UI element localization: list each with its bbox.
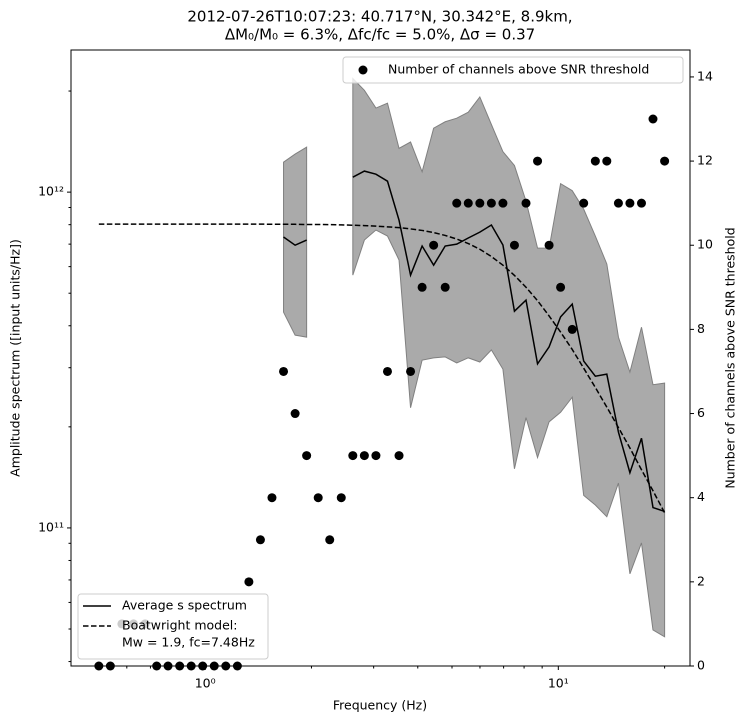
- snr-point: [267, 493, 277, 503]
- snr-point: [567, 324, 577, 334]
- legend-label: Average s spectrum: [122, 598, 247, 613]
- legend: [342, 56, 684, 84]
- plot-frame: [70, 49, 691, 667]
- snr-point: [498, 198, 508, 208]
- spectrum-line: [98, 223, 666, 514]
- snr-point: [429, 240, 439, 250]
- snr-point: [371, 451, 381, 461]
- x-tick-label: 10⁰: [195, 676, 216, 691]
- snr-point: [533, 156, 543, 166]
- y2-tick-label: 6: [697, 405, 705, 420]
- y-tick-label: 10¹¹: [38, 519, 64, 534]
- snr-point: [475, 198, 485, 208]
- snr-point: [556, 282, 566, 292]
- snr-point: [648, 114, 658, 124]
- spectrum-line: [283, 170, 665, 513]
- snr-point: [486, 198, 496, 208]
- snr-point: [394, 451, 404, 461]
- snr-point: [625, 198, 635, 208]
- snr-point: [382, 366, 392, 376]
- y-axis-label: Amplitude spectrum ([input units/Hz]): [8, 239, 23, 477]
- snr-point: [279, 366, 289, 376]
- x-tick-label: 10¹: [548, 676, 569, 691]
- spread-band: [352, 77, 666, 638]
- snr-point: [613, 198, 623, 208]
- snr-point: [336, 493, 346, 503]
- snr-point: [255, 535, 265, 545]
- chart-title: 2012-07-26T10:07:23: 40.717°N, 30.342°E,…: [187, 8, 572, 26]
- snr-point: [359, 451, 369, 461]
- x-axis-label: Frequency (Hz): [333, 698, 427, 713]
- legend-label: Boatwright model:: [122, 618, 238, 633]
- y-tick-label: 10¹²: [38, 184, 64, 199]
- y2-tick-label: 0: [697, 658, 705, 673]
- snr-point: [636, 198, 646, 208]
- y2-tick-label: 12: [697, 153, 713, 168]
- snr-point: [417, 282, 427, 292]
- snr-point: [590, 156, 600, 166]
- snr-point: [406, 366, 416, 376]
- snr-point: [325, 535, 335, 545]
- y2-tick-label: 4: [697, 489, 705, 504]
- y2-tick-label: 2: [697, 573, 705, 588]
- y2-tick-label: 8: [697, 321, 705, 336]
- legend-label: Mw = 1.9, fc=7.48Hz: [122, 635, 255, 650]
- snr-point: [290, 409, 300, 419]
- legend: [77, 593, 269, 660]
- snr-point: [440, 282, 450, 292]
- legend-label: Number of channels above SNR threshold: [388, 62, 649, 77]
- snr-point: [452, 198, 462, 208]
- snr-point: [348, 451, 358, 461]
- snr-point: [302, 451, 312, 461]
- snr-point: [660, 156, 670, 166]
- y2-tick-label: 14: [697, 68, 713, 83]
- snr-point: [313, 493, 323, 503]
- snr-point: [463, 198, 473, 208]
- snr-point: [244, 577, 254, 587]
- snr-point: [579, 198, 589, 208]
- snr-point: [521, 198, 531, 208]
- spread-band: [283, 146, 308, 338]
- y2-axis-label: Number of channels above SNR threshold: [723, 227, 738, 488]
- snr-point: [509, 240, 519, 250]
- snr-point: [602, 156, 612, 166]
- chart-subtitle: ΔM₀/M₀ = 6.3%, Δfc/fc = 5.0%, Δσ = 0.37: [225, 26, 535, 44]
- snr-point: [544, 240, 554, 250]
- y2-tick-label: 10: [697, 237, 713, 252]
- legend-swatch: [358, 65, 368, 75]
